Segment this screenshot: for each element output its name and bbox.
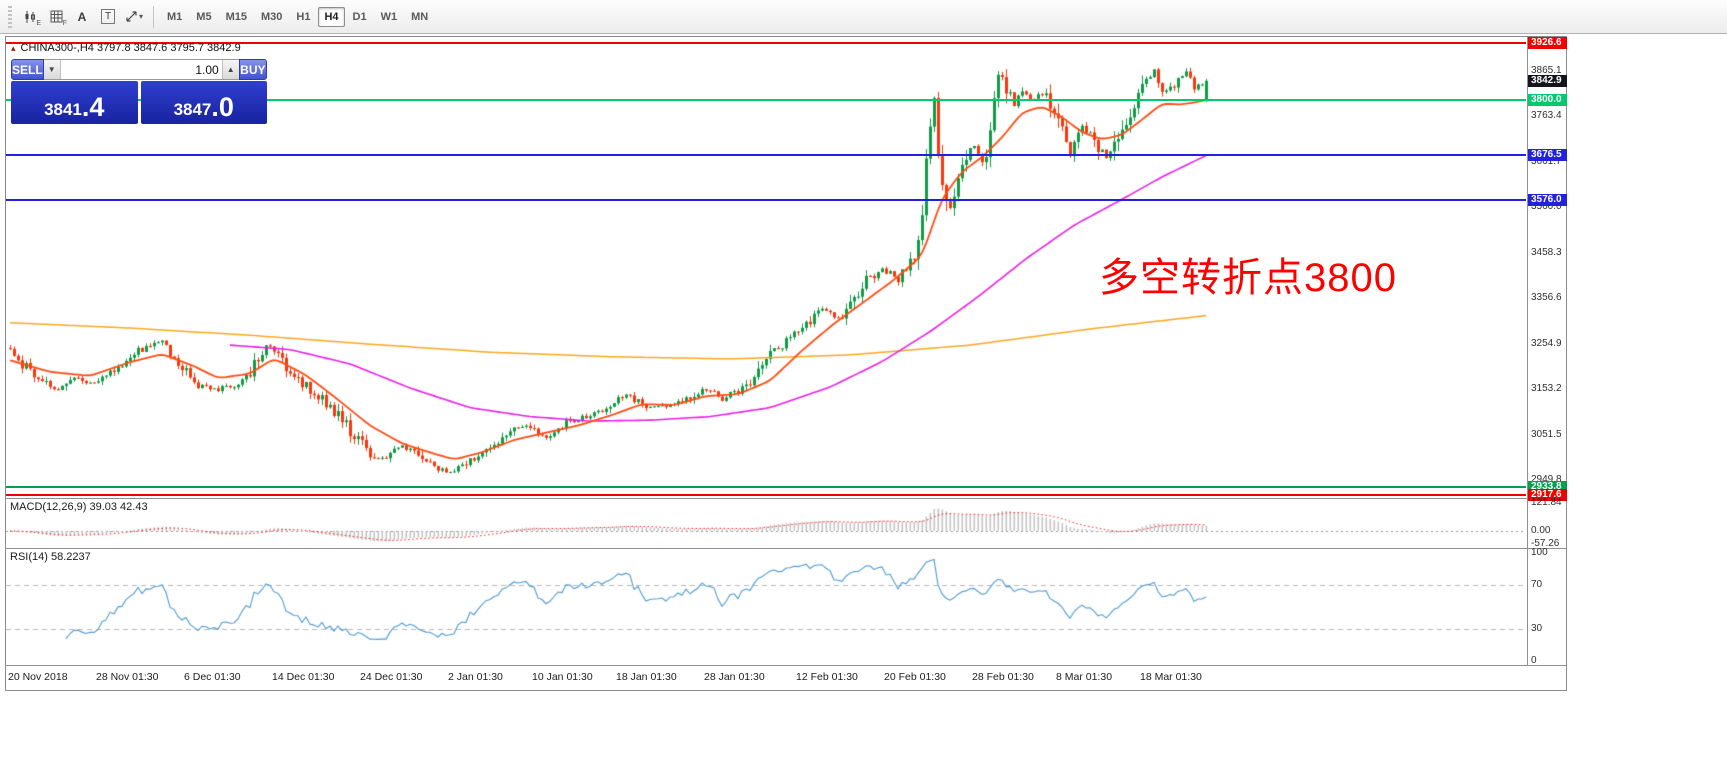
toolbar-separator xyxy=(153,5,154,28)
time-axis-label: 6 Dec 01:30 xyxy=(184,671,241,683)
rsi-label: RSI(14) 58.2237 xyxy=(10,551,91,563)
timeframe-group: M1 M5 M15 M30 H1 H4 D1 W1 MN xyxy=(160,6,435,27)
one-click-trading-panel: SELL ▼ ▲ BUY 3841.4 3847.0 xyxy=(11,59,267,124)
price-level-line-3800.0[interactable] xyxy=(6,99,1526,102)
rsi-axis-label: 70 xyxy=(1531,579,1543,591)
time-axis-label: 28 Nov 01:30 xyxy=(96,671,159,683)
volume-input[interactable] xyxy=(60,60,222,79)
price-axis-tick: 3254.9 xyxy=(1531,337,1562,349)
pane-separator[interactable] xyxy=(6,665,1566,666)
level-price-label: 3576.0 xyxy=(1528,194,1567,207)
symbol-info: ▴ CHINA300-,H4 3797.8 3847.6 3795.7 3842… xyxy=(11,42,241,54)
text-tool-icon: T xyxy=(100,9,116,24)
timeframe-button-w1[interactable]: W1 xyxy=(380,10,398,23)
macd-axis-label: 0.00 xyxy=(1531,524,1551,536)
pane-separator[interactable] xyxy=(6,498,1566,499)
price-axis-tick: 3661.7 xyxy=(1531,155,1562,167)
price-level-line-2933.8[interactable] xyxy=(6,486,1526,489)
time-axis-label: 8 Mar 01:30 xyxy=(1056,671,1113,683)
toolbar: E F A T ▾ M1 M5 M15 M30 H1 H4 D1 W1 MN xyxy=(0,0,1727,34)
price-axis-tick: 3763.4 xyxy=(1531,110,1562,122)
macd-label: MACD(12,26,9) 39.03 42.43 xyxy=(10,501,148,513)
time-axis[interactable]: 20 Nov 2018 28 Nov 01:30 6 Dec 01:30 14 Dec… xyxy=(6,666,1566,690)
price-level-line-3576.0[interactable] xyxy=(6,199,1526,202)
time-axis-label: 14 Dec 01:30 xyxy=(272,671,335,683)
timeframe-button-m5[interactable]: M5 xyxy=(196,10,212,23)
timeframe-button-m30[interactable]: M30 xyxy=(260,10,283,23)
price-axis-tick: 2949.8 xyxy=(1531,474,1562,486)
time-axis-label: 2 Jan 01:30 xyxy=(448,671,503,683)
level-price-label: 3926.6 xyxy=(1528,37,1567,50)
toolbar-grip[interactable] xyxy=(8,5,12,28)
price-level-line-3926.6[interactable] xyxy=(6,42,1526,45)
level-price-label: 3676.5 xyxy=(1528,149,1567,162)
timeframe-button-mn[interactable]: MN xyxy=(411,10,429,23)
time-axis-label: 24 Dec 01:30 xyxy=(360,671,423,683)
timeframe-button-h4[interactable]: H4 xyxy=(318,6,345,27)
main-chart-pane: ▴ CHINA300-,H4 3797.8 3847.6 3795.7 3842… xyxy=(6,37,1526,498)
volume-control: ▼ ▲ xyxy=(43,59,239,80)
price-level-line-3676.5[interactable] xyxy=(6,154,1526,157)
buy-button[interactable]: BUY xyxy=(238,59,267,80)
time-axis-label: 28 Jan 01:30 xyxy=(704,671,765,683)
time-axis-label: 10 Jan 01:30 xyxy=(532,671,593,683)
rsi-canvas[interactable] xyxy=(6,549,1526,665)
rsi-pane: RSI(14) 58.2237 xyxy=(6,549,1526,665)
timeframe-button-h1[interactable]: H1 xyxy=(296,10,311,23)
font-tool-icon: A xyxy=(77,9,87,24)
price-axis[interactable]: 3865.1 3763.4 3661.7 3560.0 3458.3 3356.6 3254… xyxy=(1527,37,1567,666)
price-axis-tick: 3865.1 xyxy=(1531,64,1562,76)
timeframe-button-m15[interactable]: M15 xyxy=(225,10,247,23)
rsi-axis-label: 0 xyxy=(1531,655,1537,666)
chart-annotation[interactable]: 多空转折点3800 xyxy=(1099,256,1397,300)
price-level-line-2917.6[interactable] xyxy=(6,493,1526,496)
time-axis-label: 12 Feb 01:30 xyxy=(796,671,858,683)
macd-pane: MACD(12,26,9) 39.03 42.43 xyxy=(6,499,1526,548)
price-axis-tick: 3051.5 xyxy=(1531,428,1562,440)
buy-price-fraction: .0 xyxy=(211,92,234,122)
level-price-label: 2917.6 xyxy=(1528,488,1567,501)
grid-icon xyxy=(50,10,62,23)
timeframe-button-m1[interactable]: M1 xyxy=(167,10,183,23)
pane-separator[interactable] xyxy=(6,548,1566,549)
price-axis-tick: 3356.6 xyxy=(1531,292,1562,304)
current-price-label: 3842.9 xyxy=(1528,74,1567,87)
sell-price-fraction: .4 xyxy=(81,92,105,122)
macd-axis-label: 121.84 xyxy=(1531,497,1562,509)
time-axis-label: 18 Jan 01:30 xyxy=(616,671,677,683)
sell-price-box[interactable]: 3841.4 xyxy=(11,81,138,124)
grid-button[interactable]: F xyxy=(43,5,69,28)
macd-axis-label: -57.26 xyxy=(1531,537,1560,549)
font-tool-button[interactable]: A xyxy=(69,5,95,28)
price-axis-tick: 3560.0 xyxy=(1531,201,1562,213)
candlestick-icon xyxy=(25,10,35,23)
text-tool-button[interactable]: T xyxy=(95,5,121,28)
sell-price-main: 3841 xyxy=(44,100,82,119)
volume-decrease-button[interactable]: ▼ xyxy=(43,60,61,79)
macd-canvas[interactable] xyxy=(6,499,1526,548)
chevron-down-icon: ▾ xyxy=(138,12,143,21)
volume-increase-button[interactable]: ▲ xyxy=(221,60,239,79)
level-price-label: 3800.0 xyxy=(1528,94,1567,107)
time-axis-label: 18 Mar 01:30 xyxy=(1140,671,1202,683)
price-axis-tick: 3153.2 xyxy=(1531,383,1562,395)
buy-price-main: 3847 xyxy=(173,100,212,119)
candlestick-style-button[interactable]: E xyxy=(17,5,43,28)
grid-sub-label: F xyxy=(62,20,67,27)
sell-button[interactable]: SELL xyxy=(11,59,44,80)
rsi-axis-label: 100 xyxy=(1531,547,1548,558)
timeframe-button-d1[interactable]: D1 xyxy=(352,10,367,23)
symbol-ohlc-text: CHINA300-,H4 3797.8 3847.6 3795.7 3842.9 xyxy=(20,42,241,54)
time-axis-label: 20 Nov 2018 xyxy=(8,671,68,683)
buy-price-box[interactable]: 3847.0 xyxy=(140,81,267,124)
candlestick-sub-label: E xyxy=(36,20,41,27)
chart-window: ▴ CHINA300-,H4 3797.8 3847.6 3795.7 3842… xyxy=(5,36,1567,691)
price-axis-tick: 3458.3 xyxy=(1531,246,1562,258)
time-axis-label: 20 Feb 01:30 xyxy=(884,671,946,683)
cursor-arrows-icon xyxy=(126,11,137,22)
one-click-toggle-icon[interactable]: ▴ xyxy=(11,42,16,53)
rsi-axis-label: 30 xyxy=(1531,622,1543,634)
time-axis-label: 28 Feb 01:30 xyxy=(972,671,1034,683)
cursor-tool-button[interactable]: ▾ xyxy=(121,5,147,28)
